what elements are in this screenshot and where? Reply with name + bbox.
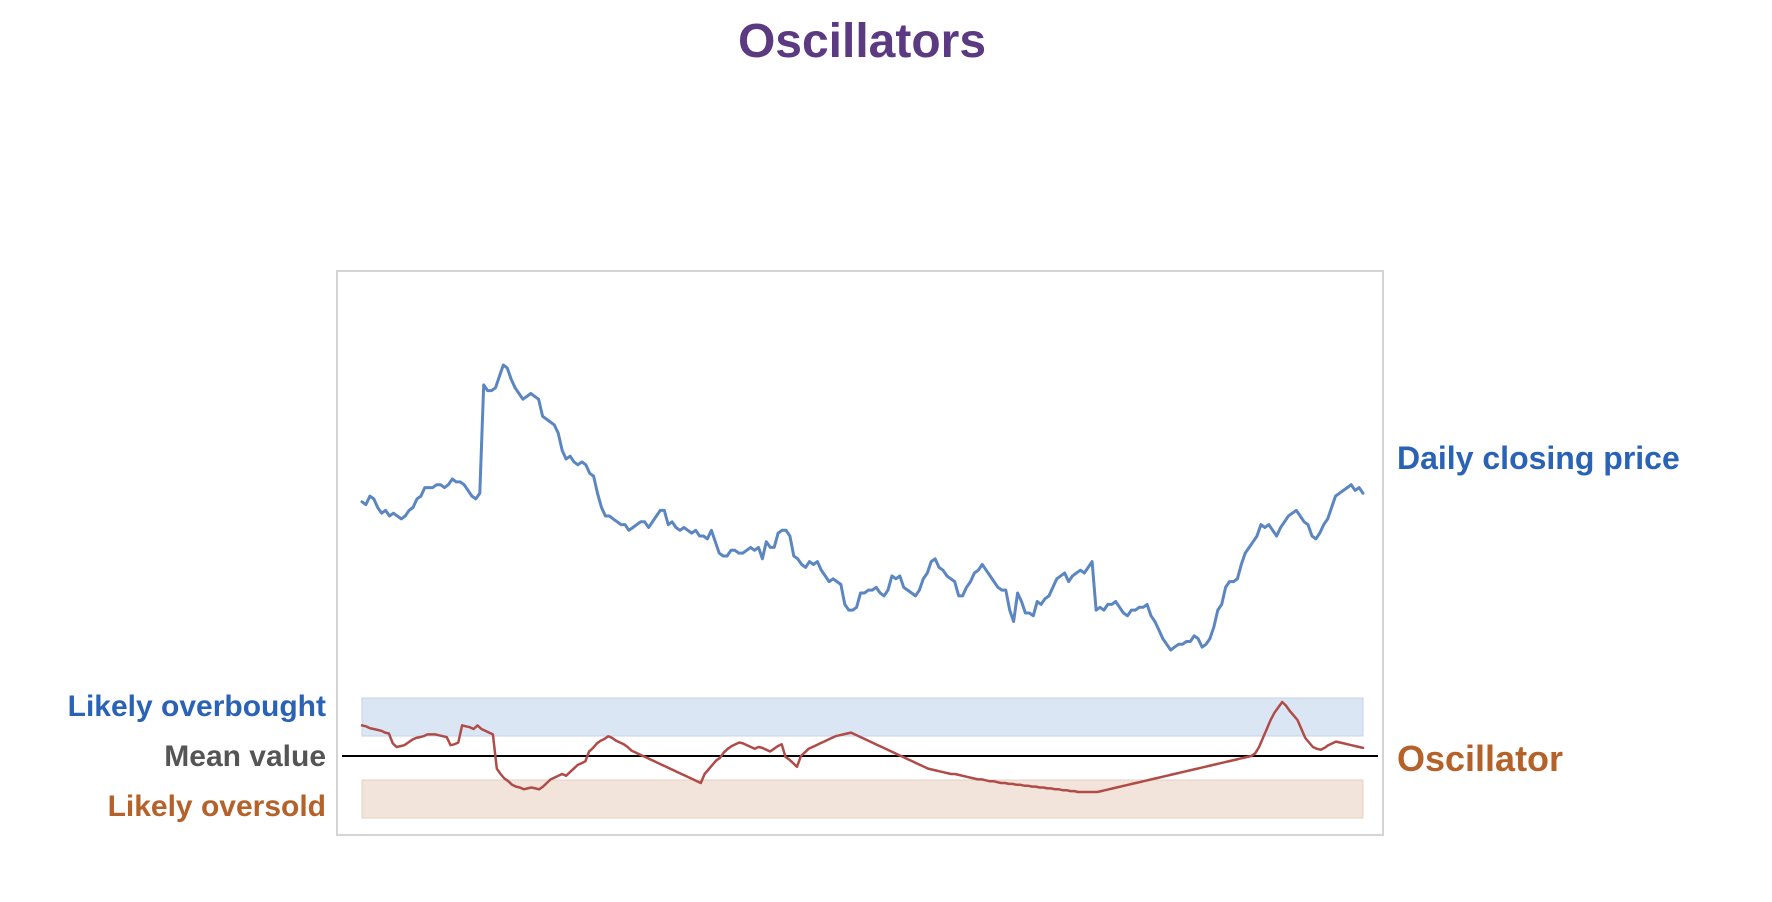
chart-title: Oscillators <box>737 15 987 68</box>
plot-frame <box>336 270 1384 836</box>
oversold-label: Likely oversold <box>107 790 326 823</box>
price-series-label: Daily closing price <box>1397 440 1680 476</box>
oscillator-series-line <box>360 700 1365 794</box>
mean-value-label: Mean value <box>164 740 326 773</box>
overbought-label: Likely overbought <box>67 690 326 723</box>
overbought-band <box>361 697 1364 737</box>
price-series-line <box>360 363 1365 652</box>
oscillator-series-label: Oscillator <box>1397 738 1564 779</box>
oversold-band <box>361 779 1364 819</box>
